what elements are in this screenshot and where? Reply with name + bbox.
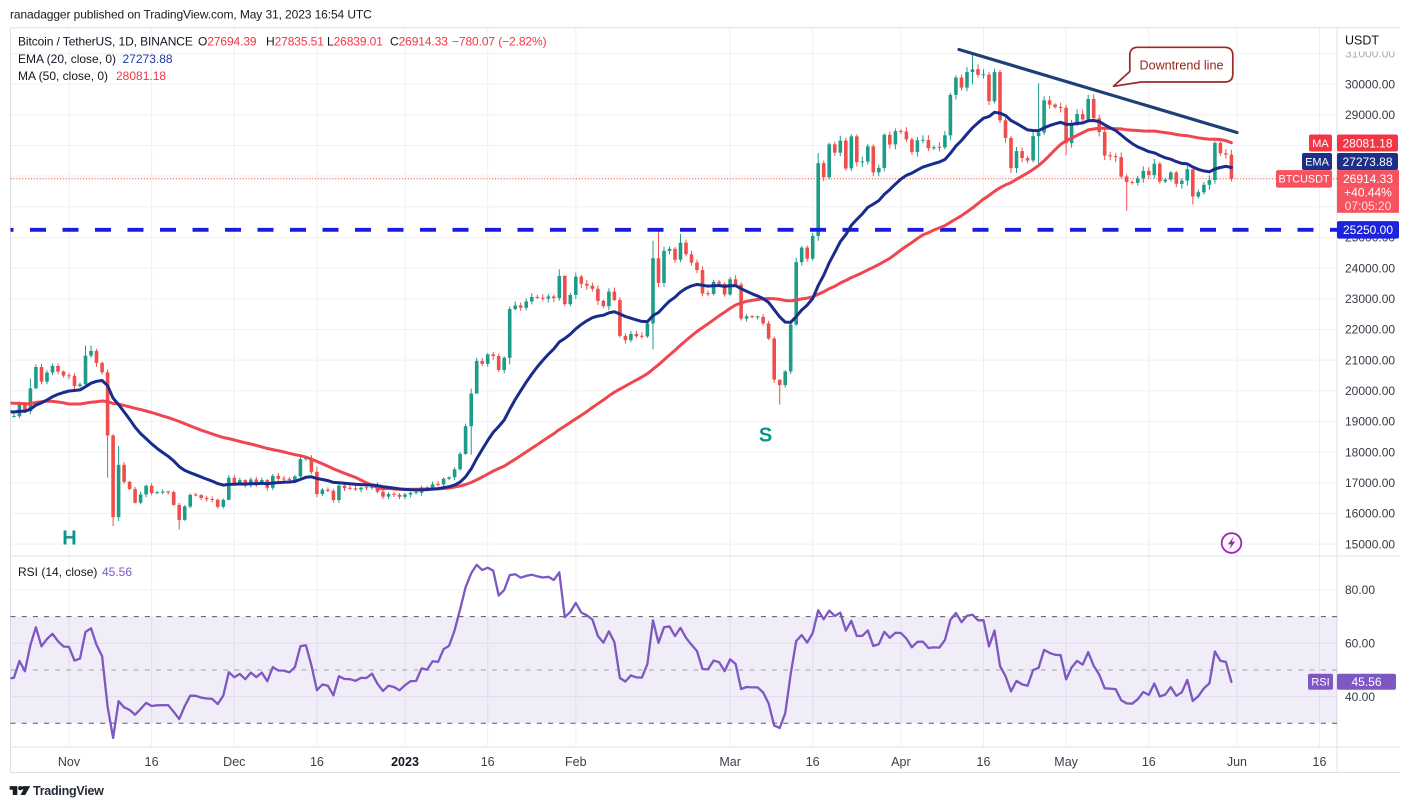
- svg-text:EMA (20, close, 0)27273.88: EMA (20, close, 0) 27273.88: [18, 52, 173, 66]
- svg-text:30000.00: 30000.00: [1345, 77, 1395, 91]
- svg-text:Downtrend line: Downtrend line: [1139, 58, 1223, 72]
- svg-text:MA (50, close, 0)28081.18: MA (50, close, 0) 28081.18: [18, 69, 166, 83]
- svg-text:26914.33: 26914.33: [1343, 172, 1393, 186]
- svg-text:18000.00: 18000.00: [1345, 445, 1395, 459]
- svg-text:Jun: Jun: [1227, 755, 1247, 769]
- svg-text:16: 16: [481, 755, 495, 769]
- svg-text:S: S: [759, 425, 772, 447]
- svg-text:16: 16: [1313, 755, 1327, 769]
- svg-text:16000.00: 16000.00: [1345, 507, 1395, 521]
- svg-text:H: H: [62, 528, 76, 550]
- svg-text:80.00: 80.00: [1345, 583, 1375, 597]
- svg-text:EMA: EMA: [1305, 157, 1330, 169]
- svg-text:2023: 2023: [391, 755, 419, 769]
- svg-text:TradingView: TradingView: [33, 784, 104, 798]
- svg-text:16: 16: [1142, 755, 1156, 769]
- svg-text:15000.00: 15000.00: [1345, 537, 1395, 551]
- svg-text:Mar: Mar: [719, 755, 741, 769]
- svg-text:40.00: 40.00: [1345, 690, 1375, 704]
- svg-text:+40.44%: +40.44%: [1344, 185, 1392, 199]
- svg-text:21000.00: 21000.00: [1345, 353, 1395, 367]
- svg-text:22000.00: 22000.00: [1345, 323, 1395, 337]
- svg-text:MA: MA: [1312, 138, 1329, 150]
- svg-text:16: 16: [977, 755, 991, 769]
- svg-text:RSI: RSI: [1311, 677, 1329, 689]
- svg-text:USDT: USDT: [1345, 34, 1379, 48]
- svg-text:60.00: 60.00: [1345, 637, 1375, 651]
- svg-text:17000.00: 17000.00: [1345, 476, 1395, 490]
- svg-text:25250.00: 25250.00: [1343, 223, 1393, 237]
- svg-text:Apr: Apr: [891, 755, 910, 769]
- svg-text:Bitcoin / TetherUS, 1D, BINANC: Bitcoin / TetherUS, 1D, BINANCE O27694.39…: [18, 35, 547, 49]
- svg-text:45.56: 45.56: [1351, 675, 1381, 689]
- svg-text:Dec: Dec: [223, 755, 245, 769]
- svg-text:RSI (14, close)45.56: RSI (14, close) 45.56: [18, 565, 132, 579]
- svg-text:Nov: Nov: [58, 755, 81, 769]
- svg-text:16: 16: [310, 755, 324, 769]
- svg-text:16: 16: [806, 755, 820, 769]
- svg-text:Feb: Feb: [565, 755, 587, 769]
- svg-text:ranadagger published on Tradin: ranadagger published on TradingView.com,…: [10, 8, 372, 22]
- svg-text:24000.00: 24000.00: [1345, 261, 1395, 275]
- svg-text:May: May: [1054, 755, 1078, 769]
- svg-text:23000.00: 23000.00: [1345, 292, 1395, 306]
- svg-text:BTCUSDT: BTCUSDT: [1279, 174, 1330, 186]
- svg-text:19000.00: 19000.00: [1345, 415, 1395, 429]
- svg-text:20000.00: 20000.00: [1345, 384, 1395, 398]
- svg-text:27273.88: 27273.88: [1342, 155, 1392, 169]
- svg-text:16: 16: [145, 755, 159, 769]
- svg-text:07:05:20: 07:05:20: [1345, 199, 1392, 213]
- svg-text:29000.00: 29000.00: [1345, 108, 1395, 122]
- svg-text:28081.18: 28081.18: [1342, 136, 1392, 150]
